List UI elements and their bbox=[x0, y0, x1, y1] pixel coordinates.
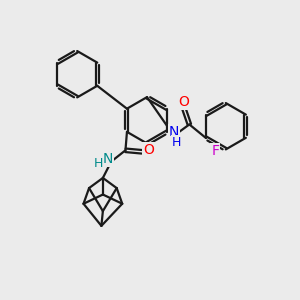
Text: O: O bbox=[143, 143, 154, 157]
Text: H: H bbox=[94, 158, 104, 170]
Text: F: F bbox=[212, 144, 219, 158]
Text: N: N bbox=[102, 152, 113, 166]
Text: H: H bbox=[172, 136, 181, 149]
Text: N: N bbox=[169, 125, 179, 139]
Text: O: O bbox=[178, 95, 189, 109]
